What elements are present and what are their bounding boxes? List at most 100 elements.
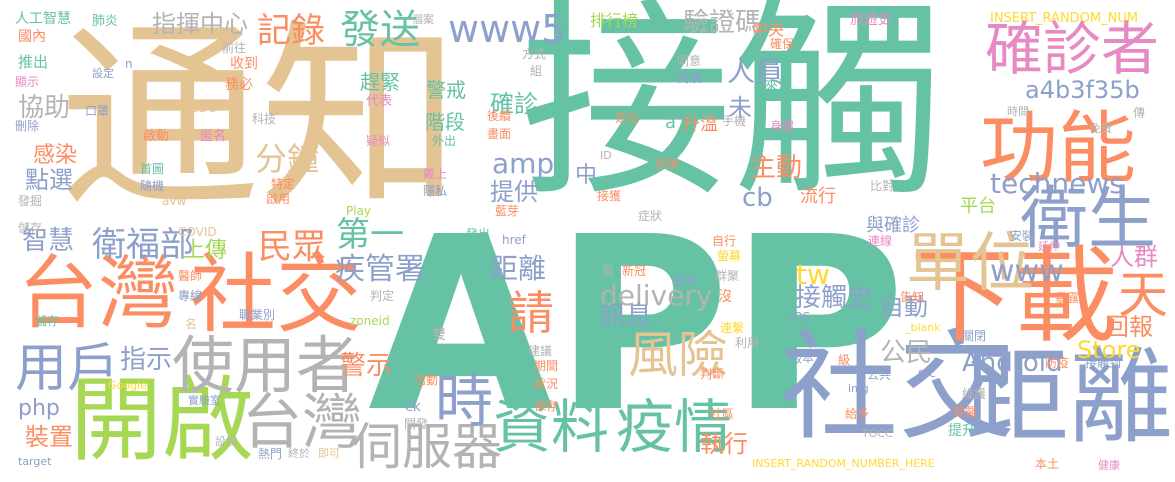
word-shouji: 手機 — [722, 114, 747, 128]
word-jieduan: 階段 — [425, 110, 465, 134]
word-jiechu: 接觸 — [520, 0, 944, 225]
word-kaiqi: 開啟 — [70, 367, 255, 474]
word-huibao: 回報 — [1105, 313, 1153, 341]
word-renyuan: 人員 — [727, 55, 784, 88]
word-shi: 時 — [435, 367, 494, 435]
word-yanshen: 延伸 — [1038, 240, 1060, 253]
word-minzhong: 民眾 — [258, 227, 326, 267]
word-panding: 判定 — [370, 289, 395, 303]
word-guonei: 國內 — [18, 29, 46, 45]
word-covid: COVID — [178, 225, 217, 239]
word-zhuangzhi: 裝置 — [25, 423, 73, 451]
word-yuquezhen: 與確診 — [866, 215, 920, 236]
word-fangshi: 方式 — [522, 47, 547, 61]
word-daishang: 戴上 — [423, 167, 448, 181]
word-zhuanxian: 專線 — [178, 289, 203, 303]
word-delivery: delivery — [600, 279, 713, 312]
word-fengxian: 風險 — [628, 326, 728, 384]
word-href: href — [502, 233, 526, 247]
word-tongzhi: 通知 — [60, 3, 461, 236]
word-jiuyi: 就醫 — [953, 405, 978, 419]
word-fangyi: 防疫 — [1045, 356, 1070, 370]
word-shoudao: 收到 — [230, 56, 258, 72]
word-laiyuan: 來源 — [765, 79, 792, 94]
word-wubi: 務必 — [225, 77, 253, 93]
word-juli: 距離 — [965, 336, 1174, 458]
word-shiyongzhe: 使用者 — [172, 329, 359, 402]
word-paihangbang: 排行榜 — [590, 11, 639, 30]
word-jiguanshu: 疾管署 — [335, 252, 425, 287]
word-zhongyu: 終於 — [288, 447, 310, 460]
word-gongneng: 功能 — [980, 104, 1137, 194]
word-wei: 未 — [728, 94, 752, 122]
word-feiyan: 肺炎 — [92, 14, 119, 29]
word-mei: 沒 — [718, 289, 732, 305]
word-tigong: 提供 — [490, 178, 538, 206]
word-amp: amp — [492, 147, 555, 180]
word-weifubu: 衛福部 — [92, 225, 194, 265]
word-app: APP — [368, 185, 906, 465]
word-lvyoushi: 旅遊史 — [850, 12, 892, 28]
word-juli-2: 距離 — [490, 252, 547, 285]
word-zoneid: zoneid — [350, 314, 390, 328]
word-chucun-2: 儲存 — [35, 314, 60, 328]
word-fachu: 發出 — [466, 227, 491, 241]
word-jingshi: 警示 — [340, 351, 393, 381]
word-gongmin: 公民 — [880, 338, 933, 368]
word-jingjie: 警戒 — [426, 78, 466, 102]
word-shenti: 身體 — [770, 119, 795, 133]
word-panduan: 判斷 — [700, 367, 725, 381]
word-img: img — [848, 382, 869, 395]
word-suiji: 隨機 — [140, 179, 165, 193]
word-zhihuizhongxin: 指揮中心 — [152, 10, 248, 38]
word-yuedu: 閱讀 — [677, 71, 702, 85]
word-zidong: 自動 — [880, 293, 928, 321]
word-zhiyebie: 職業別 — [239, 308, 276, 322]
word-sheding: 設定 — [92, 67, 114, 80]
word-tian: 天 — [1118, 266, 1168, 324]
word-ganjin: 趕緊 — [360, 70, 400, 94]
word-jiechudao: 接觸到 — [1085, 356, 1122, 370]
word-kouzhao: 口罩 — [85, 104, 110, 118]
word-zixing: 自行 — [712, 234, 737, 248]
word-shengwen: 升溫 — [682, 114, 718, 135]
word-quezhen: 確診 — [490, 90, 538, 118]
word-shijian: 時間 — [1007, 105, 1029, 118]
word-xianshi: 顯示 — [15, 75, 40, 89]
word-technews: technews — [990, 167, 1124, 200]
word-quezhenzhe: 確診者 — [985, 15, 1160, 83]
word-weisheng: 衛生 — [1020, 180, 1157, 259]
word-gean: 個案 — [412, 13, 434, 26]
word-zhongyang: 中央 — [752, 20, 785, 39]
word-shejiao-2: 社交 — [780, 318, 1017, 456]
word-insert-random-num: INSERT_RANDOM_NUM — [990, 11, 1139, 26]
word-shanchu: 刪除 — [15, 119, 40, 133]
word-lianxian: 連線 — [868, 234, 893, 248]
word-danwei: 單位 — [906, 227, 1034, 301]
word-taiwan: 台灣 — [18, 247, 178, 340]
word-avw: avw — [162, 194, 187, 208]
word-waichu: 外出 — [432, 134, 457, 148]
word-zhishi: 指示 — [120, 345, 173, 375]
word-keji: 科技 — [252, 112, 277, 126]
word-yiqing: 疫情 — [616, 393, 733, 461]
word-shebei: 設備 — [215, 435, 237, 448]
word-a: a — [665, 112, 677, 133]
word-google: Google — [108, 379, 147, 392]
word-xiazai: 下載 — [910, 235, 1119, 357]
word-fenzhong: 分鐘 — [255, 140, 320, 178]
word-xinguan: 新冠 — [622, 264, 647, 278]
word-jiehuo: 接獲 — [597, 189, 622, 203]
word-yingmu: 螢幕 — [717, 249, 742, 263]
word-tw: tw — [796, 258, 830, 291]
word-insert-random-number-here: INSERT_RANDOM_NUMBER_HERE — [752, 457, 935, 470]
word-shequ: 社區 — [710, 407, 735, 421]
word-qidong: 啟動 — [143, 129, 170, 144]
word-jike: 即可 — [318, 447, 340, 460]
word-diyi: 第一 — [336, 215, 404, 255]
word-tocc: TOCC — [862, 427, 893, 440]
word-fuwuqi: 伺服器 — [352, 418, 502, 476]
word-lianxi: 連繫 — [720, 321, 745, 335]
word-jilu: 記錄 — [257, 11, 325, 51]
